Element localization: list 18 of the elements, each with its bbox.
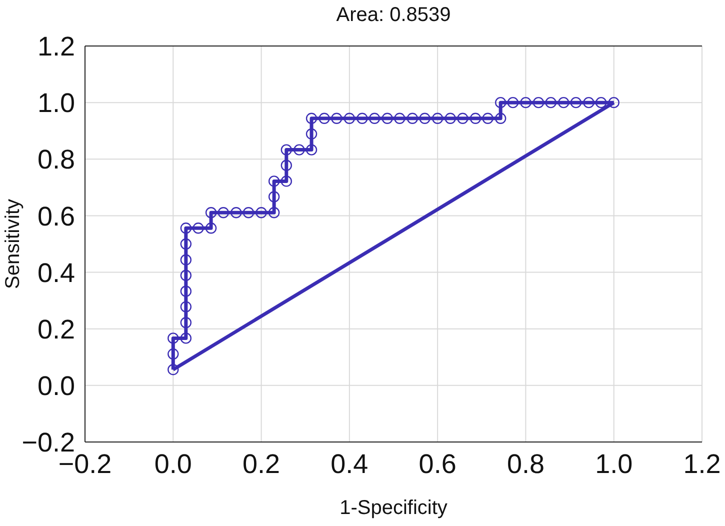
x-tick-label: 0.6 <box>418 449 456 480</box>
x-axis-title: 1-Specificity <box>340 497 448 519</box>
x-tick-label: 0.8 <box>506 449 544 480</box>
y-tick-label: −0.2 <box>22 428 75 458</box>
y-tick-label: 1.0 <box>37 88 75 118</box>
y-tick-label: 0.0 <box>37 371 75 402</box>
y-tick-label: 1.2 <box>37 32 75 62</box>
y-tick-label: 0.8 <box>37 144 75 175</box>
x-tick-label: 1.2 <box>683 449 721 480</box>
y-tick-label: 0.6 <box>37 201 75 232</box>
x-tick-label: 1.0 <box>595 449 633 480</box>
x-tick-label: 0.4 <box>330 449 368 480</box>
y-axis-title: Sensitivity <box>2 198 24 290</box>
x-tick-label: 0.2 <box>242 449 280 480</box>
chart-title: Area: 0.8539 <box>335 4 452 27</box>
y-tick-label: 0.2 <box>37 314 75 344</box>
y-tick-label: 0.4 <box>37 258 75 288</box>
x-tick-label: 0.0 <box>154 449 192 480</box>
